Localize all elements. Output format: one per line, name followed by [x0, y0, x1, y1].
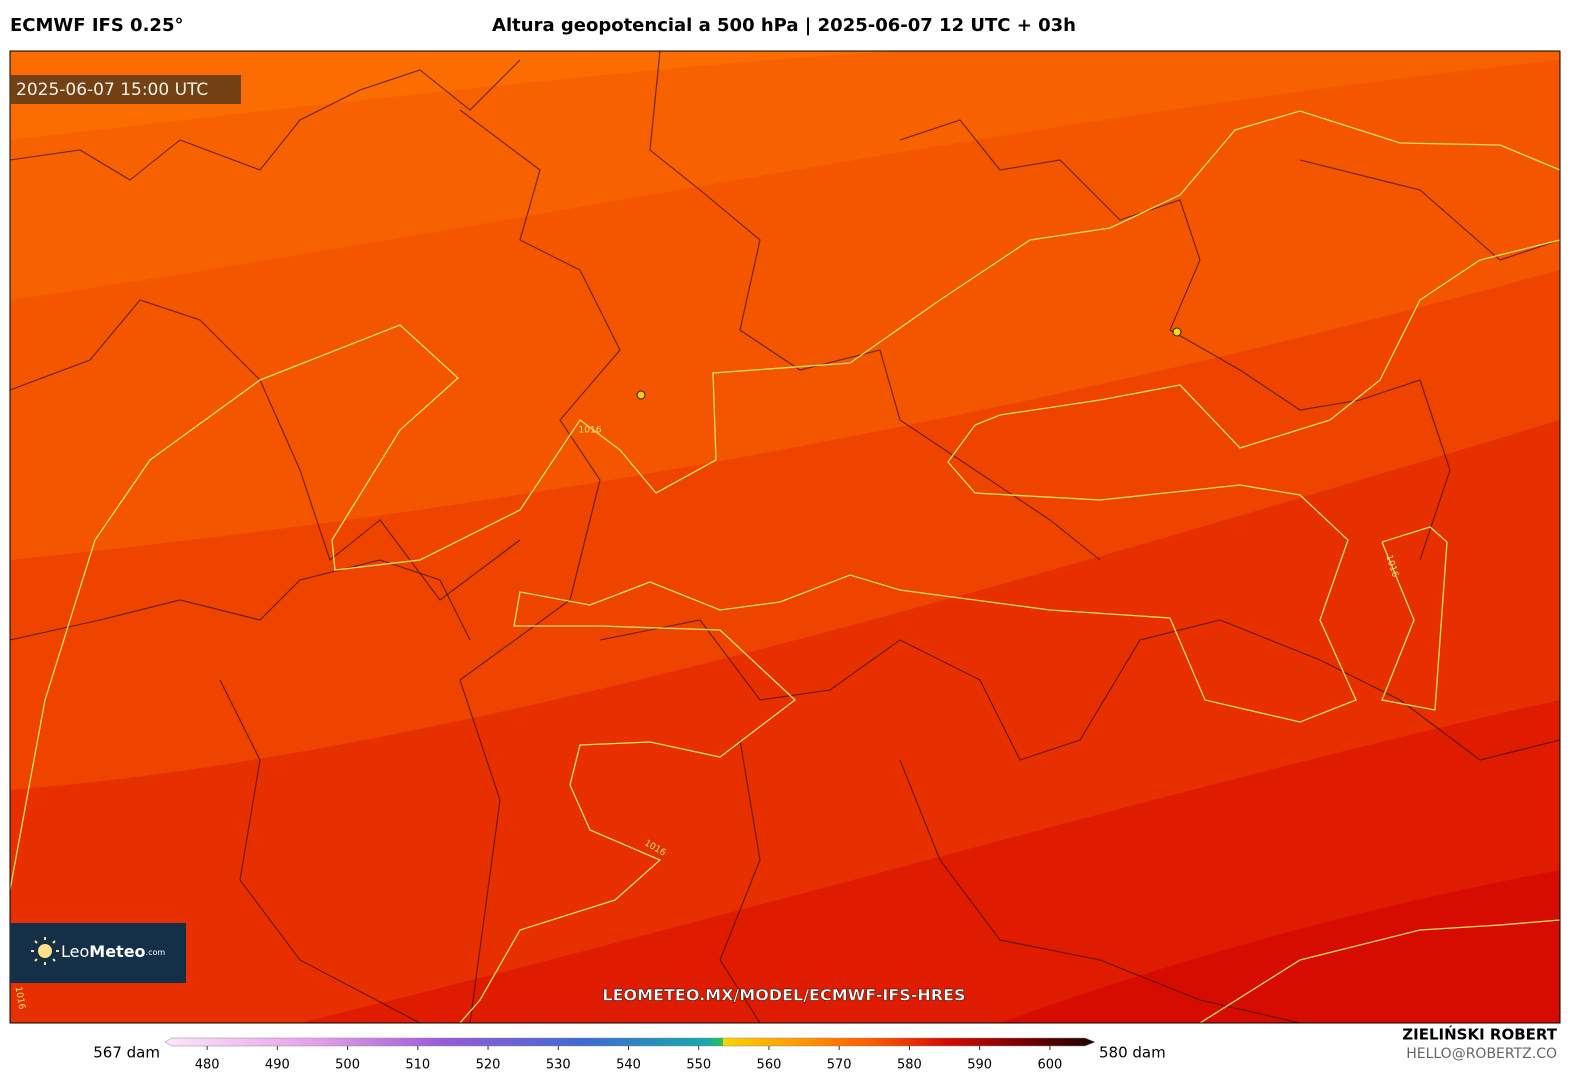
colorbar: 567 dam 580 dam 480 490 500 510 520 530 540 550…	[93, 1037, 1166, 1073]
colorbar-tick-label: 480	[195, 1058, 220, 1073]
svg-text:LeoMeteo.com: LeoMeteo.com	[61, 942, 165, 961]
isobar-label: 1016	[579, 426, 602, 436]
model-title: ECMWF IFS 0.25°	[10, 15, 183, 36]
city-dot	[636, 390, 646, 400]
logo: LeoMeteo.com	[10, 923, 186, 983]
colorbar-min-label: 567 dam	[93, 1044, 160, 1062]
colorbar-tick-label: 600	[1037, 1058, 1062, 1073]
colorbar-tick-label: 570	[827, 1058, 852, 1073]
colorbar-tick-label: 560	[757, 1058, 782, 1073]
timestamp: 2025-06-07 15:00 UTC	[16, 80, 208, 100]
isobar-label: 1016	[13, 986, 27, 1011]
colorbar-tick-label: 590	[967, 1058, 992, 1073]
colorbar-tick-label: 510	[405, 1058, 430, 1073]
colorbar-tick-label: 550	[686, 1058, 711, 1073]
colorbar-tick-label: 530	[546, 1058, 571, 1073]
logo-bold: Meteo	[89, 942, 145, 961]
author-email: HELLO@ROBERTZ.CO	[1406, 1046, 1557, 1062]
author-name: ZIELIŃSKI ROBERT	[1402, 1025, 1557, 1044]
colorbar-max-label: 580 dam	[1099, 1044, 1166, 1062]
colorbar-tick-label: 580	[897, 1058, 922, 1073]
logo-suffix: .com	[146, 948, 166, 957]
colorbar-tick-label: 540	[616, 1058, 641, 1073]
colorbar-body	[164, 1037, 1096, 1047]
source-url: LEOMETEO.MX/MODEL/ECMWF-IFS-HRES	[602, 986, 965, 1005]
colorbar-tick-label: 500	[335, 1058, 360, 1073]
map-title: Altura geopotencial a 500 hPa | 2025-06-…	[492, 15, 1076, 36]
logo-light: Leo	[61, 942, 89, 961]
map-area: 1016 1016 1016 1016 2025-06-07 15:00 UTC…	[9, 50, 1561, 1024]
city-dot	[1172, 327, 1182, 337]
colorbar-tick-label: 490	[265, 1058, 290, 1073]
colorbar-tick-label: 520	[476, 1058, 501, 1073]
